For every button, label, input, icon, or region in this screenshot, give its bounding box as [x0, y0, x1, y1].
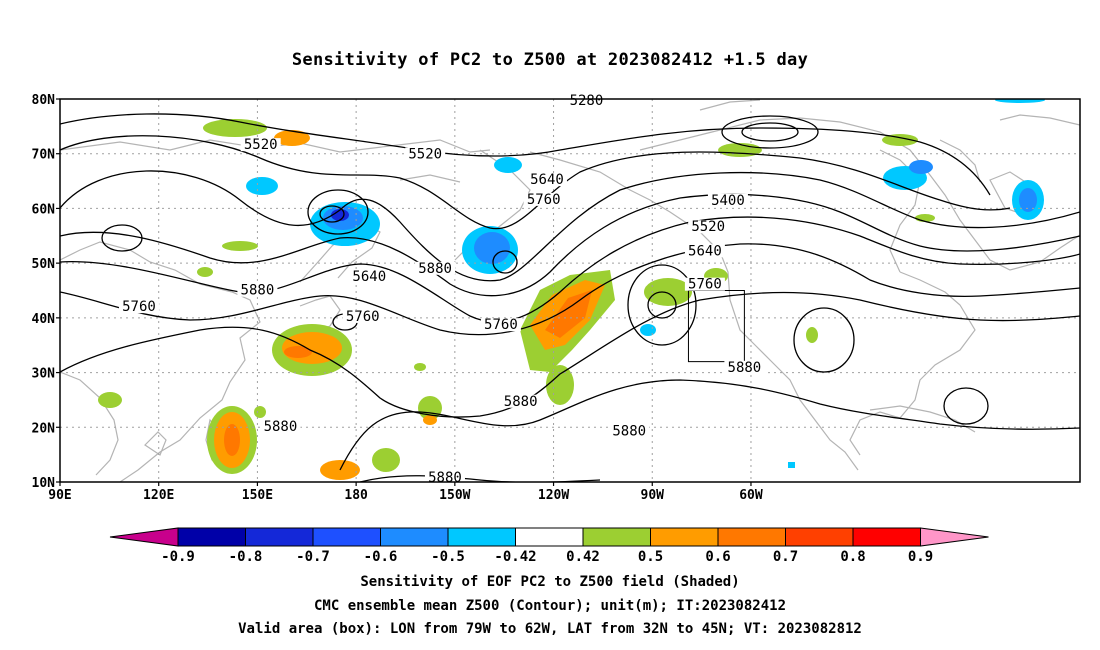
lon-tick-label: 120W [538, 488, 569, 503]
contour-label-bg [118, 300, 159, 314]
colorbar-label: 0.9 [908, 549, 933, 565]
contour-label: 5520 [691, 219, 725, 235]
colorbar-label: -0.9 [161, 549, 195, 565]
contour-label: 5880 [418, 261, 452, 277]
colorbar-label: 0.8 [840, 549, 865, 565]
contour-label: 5640 [530, 172, 564, 188]
lat-tick-label: 20N [32, 421, 56, 436]
lon-tick-label: 60W [739, 488, 763, 503]
colorbar-label: 0.6 [705, 549, 730, 565]
caption-contour: CMC ensemble mean Z500 (Contour); unit(m… [313, 598, 786, 614]
contour-labels: 5280 5520 5520 5640 5760 5400 5520 5640 5880 5880… [118, 93, 765, 486]
contour-label-bg [342, 309, 383, 323]
contour-label: 5880 [612, 423, 646, 439]
contour-label: 5880 [504, 394, 538, 410]
contour-label-bg [684, 277, 725, 291]
contour-label-bg [526, 173, 567, 187]
colorbar-label: -0.5 [431, 549, 465, 565]
colorbar-cell [852, 527, 921, 547]
lon-tick-label: 150E [242, 488, 273, 503]
contour-label: 5640 [352, 269, 386, 285]
lat-tick-label: 40N [32, 312, 56, 327]
lon-tick-label: 120E [143, 488, 174, 503]
colorbar-cell [245, 527, 314, 547]
contour-label-bg [349, 270, 390, 284]
contour-label-bg [415, 261, 456, 275]
lat-lon-grid [60, 99, 1080, 482]
contour-label-bg [500, 394, 541, 408]
lon-tick-label: 150W [439, 488, 470, 503]
colorbar-cell [717, 527, 786, 547]
contour-label-bg [240, 138, 281, 152]
contour-label: 5880 [728, 360, 762, 376]
contour-label: 5880 [264, 419, 298, 435]
colorbar-cell [447, 527, 516, 547]
contour-label: 5280 [570, 93, 604, 109]
caption-shaded: Sensitivity of EOF PC2 to Z500 field (Sh… [360, 574, 740, 590]
colorbar-cell [380, 527, 449, 547]
colorbar-label: -0.8 [229, 549, 263, 565]
lat-tick-label: 60N [32, 202, 56, 217]
contour-label-bg [609, 424, 650, 438]
contour-label: 5400 [711, 193, 745, 209]
colorbar-high-triangle [920, 527, 989, 547]
map-title: Sensitivity of PC2 to Z500 at 2023082412… [291, 50, 809, 70]
colorbar-cell [515, 527, 584, 547]
contour-label-bg [424, 470, 465, 484]
colorbar-label: 0.7 [773, 549, 798, 565]
lon-tick-label: 90W [641, 488, 665, 503]
contour-label: 5760 [122, 299, 156, 315]
lat-tick-label: 70N [32, 148, 56, 163]
longitude-axis: 90E 120E 150E 180 150W 120W 90W 60W [48, 482, 763, 503]
contour-label-bg [724, 360, 765, 374]
lat-tick-label: 50N [32, 257, 56, 272]
caption-valid-area: Valid area (box): LON from 79W to 62W, L… [238, 621, 862, 637]
colorbar-cell [650, 527, 719, 547]
contour-label: 5640 [688, 243, 722, 259]
contour-label: 5760 [688, 277, 722, 293]
contour-label-bg [684, 244, 725, 258]
colorbar: -0.9 -0.8 -0.7 -0.6 -0.5 -0.42 0.42 0.5 0.6 0.7 0.… [109, 527, 989, 565]
colorbar-label: 0.5 [638, 549, 663, 565]
colorbar-cell [312, 527, 381, 547]
colorbar-cell [177, 527, 246, 547]
lat-tick-label: 30N [32, 367, 56, 382]
latitude-axis: 80N 70N 60N 50N 40N 30N 20N 10N [32, 93, 60, 491]
colorbar-label: -0.7 [296, 549, 330, 565]
contour-label: 5880 [241, 283, 275, 299]
contour-label-bg [480, 318, 521, 332]
contour-label: 5760 [527, 192, 561, 208]
contour-label-bg [688, 220, 729, 234]
plot-frame [59, 98, 1081, 483]
contour-label: 5520 [244, 137, 278, 153]
colorbar-label: -0.6 [364, 549, 398, 565]
lon-tick-label: 90E [48, 488, 71, 503]
lat-tick-label: 10N [32, 476, 56, 491]
contour-label: 5760 [484, 317, 518, 333]
contour-label-bg [405, 147, 446, 161]
colorbar-label: -0.42 [494, 549, 536, 565]
contour-label: 5520 [408, 146, 442, 162]
contour-label: 5760 [346, 309, 380, 325]
colorbar-low-triangle [109, 527, 179, 547]
contour-label-bg [566, 93, 607, 107]
contour-label-bg [260, 419, 301, 433]
sensitivity-shading [98, 99, 1045, 480]
contour-label-bg [707, 193, 748, 207]
contour-label-bg [237, 283, 278, 297]
colorbar-cell [582, 527, 651, 547]
colorbar-label: 0.42 [566, 549, 600, 565]
contour-label-bg [523, 192, 564, 206]
contour-label: 5880 [428, 470, 462, 486]
lat-tick-label: 80N [32, 93, 56, 108]
colorbar-cell [785, 527, 854, 547]
lon-tick-label: 180 [344, 488, 368, 503]
